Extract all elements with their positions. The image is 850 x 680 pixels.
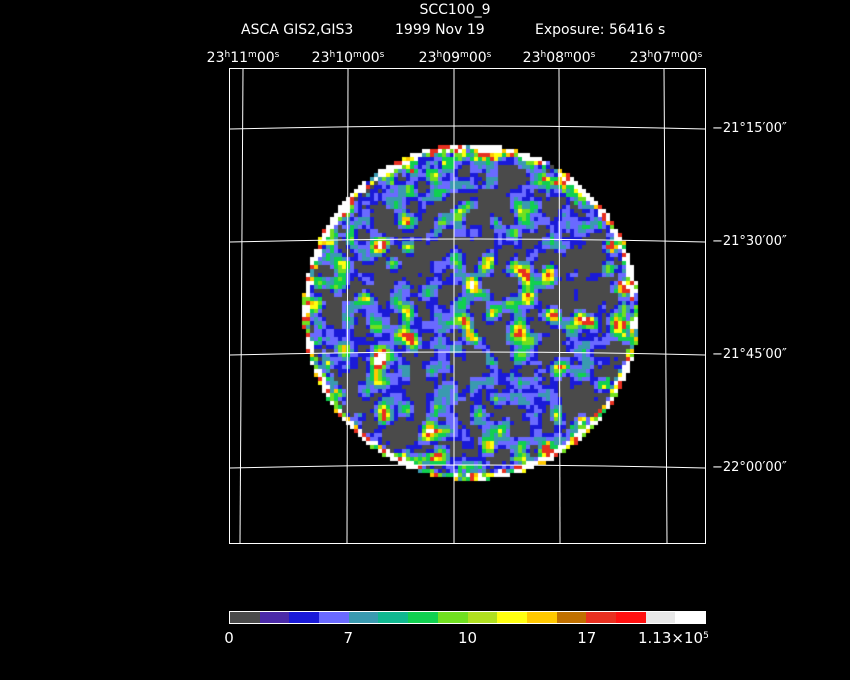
dec-label: −21°15′00″ [712, 121, 787, 136]
color-scale-max-label: 1.13×105 [638, 629, 709, 647]
color-swatch [675, 612, 705, 623]
xray-image-panel [229, 68, 706, 544]
color-swatch [526, 612, 557, 623]
color-swatch [645, 612, 676, 623]
color-scale-label: 0 [224, 629, 234, 647]
ra-label: 23h09m00s [418, 50, 492, 66]
color-swatch [556, 612, 587, 623]
color-swatch [586, 612, 616, 623]
color-scale-label: 17 [577, 629, 597, 647]
instrument-label: ASCA GIS2,GIS3 [241, 22, 354, 38]
color-swatch [378, 612, 409, 623]
color-swatch [289, 612, 320, 623]
color-swatch [319, 612, 349, 623]
ra-label: 23h11m00s [206, 50, 280, 66]
ra-label: 23h10m00s [311, 50, 385, 66]
coordinate-grid [230, 69, 705, 543]
color-swatch [467, 612, 498, 623]
color-scale-label: 10 [457, 629, 478, 647]
dec-grid-line [230, 125, 705, 130]
dec-grid-line [230, 351, 705, 356]
dec-label: −21°45′00″ [712, 347, 787, 362]
dec-grid-line [230, 238, 705, 243]
ra-grid-line [346, 69, 349, 543]
color-swatch [408, 612, 438, 623]
color-swatch [348, 612, 379, 623]
color-scale-bar [229, 611, 706, 624]
color-swatch [497, 612, 527, 623]
observation-date: 1999 Nov 19 [395, 22, 485, 38]
dec-label: −22°00′00″ [712, 460, 787, 475]
color-swatch [615, 612, 646, 623]
ra-grid-line [663, 69, 668, 543]
color-scale-label: 7 [343, 629, 354, 647]
dec-label: −21°30′00″ [712, 234, 787, 249]
image-title: SCC100_9 [419, 2, 491, 18]
color-swatch [437, 612, 468, 623]
color-swatch [259, 612, 290, 623]
color-swatch [230, 612, 260, 623]
ra-grid-line [558, 69, 561, 543]
exposure-label: Exposure: 56416 s [535, 22, 666, 38]
xray-count-map [230, 69, 705, 543]
dec-grid-line [230, 464, 705, 469]
ra-label: 23h07m00s [629, 50, 703, 66]
ra-grid-line [239, 69, 244, 543]
ra-label: 23h08m00s [522, 50, 596, 66]
